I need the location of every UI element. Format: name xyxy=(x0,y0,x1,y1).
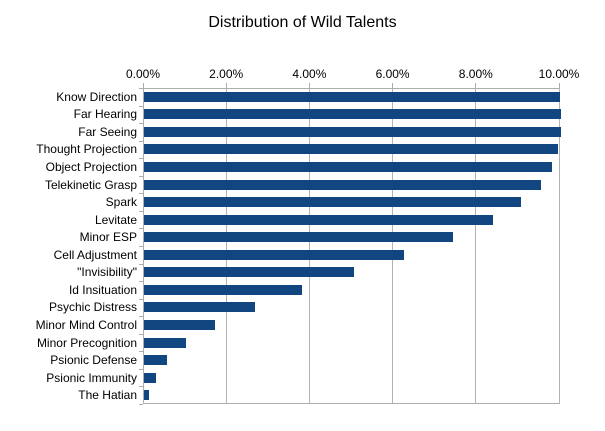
x-axis-tick-mark xyxy=(475,83,477,88)
bar xyxy=(144,232,453,243)
y-axis-tick-mark xyxy=(139,298,143,300)
category-label: Far Hearing xyxy=(73,107,137,122)
gridline-vertical xyxy=(558,88,560,404)
category-label: Psionic Defense xyxy=(50,353,137,368)
bar xyxy=(144,337,187,348)
y-axis-tick-mark xyxy=(139,403,143,405)
bar xyxy=(144,355,168,366)
y-axis-tick-mark xyxy=(139,122,143,124)
bar xyxy=(144,214,493,225)
category-label: Know Direction xyxy=(56,89,137,104)
category-label: Thought Projection xyxy=(36,142,137,157)
gridline-vertical xyxy=(392,88,394,404)
y-axis-tick-mark xyxy=(139,192,143,194)
plot-area xyxy=(139,83,561,405)
bar xyxy=(144,91,560,102)
gridline-vertical xyxy=(308,88,310,404)
category-label: Cell Adjustment xyxy=(53,247,137,262)
category-label: Minor ESP xyxy=(79,230,137,245)
y-axis-tick-mark xyxy=(139,245,143,247)
gridline-vertical xyxy=(225,88,227,404)
bar xyxy=(144,302,255,313)
gridline-vertical xyxy=(475,88,477,404)
bar xyxy=(144,197,521,208)
category-label: Id Insituation xyxy=(68,282,137,297)
x-axis-line xyxy=(143,88,559,89)
x-axis-tick-mark xyxy=(142,83,144,88)
x-axis-tick-mark xyxy=(558,83,560,88)
bar xyxy=(144,320,215,330)
category-label: Telekinetic Grasp xyxy=(44,177,137,192)
category-label: Psionic Immunity xyxy=(46,370,137,385)
y-axis-tick-mark xyxy=(139,227,143,229)
y-axis-tick-mark xyxy=(139,105,143,107)
plot-bottom-border xyxy=(143,403,559,404)
bar xyxy=(144,390,149,401)
bar xyxy=(144,267,355,278)
category-label: Psychic Distress xyxy=(48,300,137,315)
chart-title: Distribution of Wild Talents xyxy=(208,14,397,31)
bar xyxy=(144,109,561,120)
bar xyxy=(144,284,303,295)
category-label: Far Seeing xyxy=(78,124,137,139)
y-axis-tick-mark xyxy=(139,350,143,352)
y-axis-tick-mark xyxy=(139,175,143,177)
x-axis-tick-label: 4.00% xyxy=(292,67,327,81)
category-label: Minor Precognition xyxy=(36,335,137,350)
y-axis-tick-mark xyxy=(139,157,143,159)
x-axis-tick-label: 10.00% xyxy=(538,67,580,81)
bar xyxy=(144,126,561,137)
y-axis-tick-mark xyxy=(139,210,143,212)
bar xyxy=(144,372,156,383)
x-axis-tick-mark xyxy=(308,83,310,88)
category-label: Levitate xyxy=(94,212,137,227)
y-axis-tick-mark xyxy=(139,280,143,282)
y-axis-tick-mark xyxy=(139,315,143,317)
bar xyxy=(144,144,558,155)
bar xyxy=(144,249,405,260)
x-axis-tick-mark xyxy=(392,83,394,88)
bar xyxy=(144,162,552,172)
category-label: Object Projection xyxy=(45,160,137,174)
y-axis-tick-mark xyxy=(139,140,143,142)
y-axis-tick-mark xyxy=(139,263,143,265)
x-axis-tick-label: 0.00% xyxy=(125,67,161,81)
y-axis-tick-mark xyxy=(139,333,143,335)
x-axis-tick-label: 8.00% xyxy=(458,67,493,81)
category-label: Minor Mind Control xyxy=(35,318,137,332)
x-axis-tick-mark xyxy=(225,83,227,88)
bar xyxy=(144,179,541,190)
y-axis-tick-mark xyxy=(139,368,143,370)
category-label: The Hatian xyxy=(78,388,137,403)
x-axis-tick-label: 6.00% xyxy=(375,67,410,81)
y-axis-tick-mark xyxy=(139,385,143,387)
category-label: Spark xyxy=(105,195,137,210)
category-label: "Invisibility" xyxy=(77,265,137,280)
y-axis-line xyxy=(143,88,144,404)
y-axis-tick-mark xyxy=(139,87,143,89)
x-axis-tick-label: 2.00% xyxy=(209,67,244,81)
